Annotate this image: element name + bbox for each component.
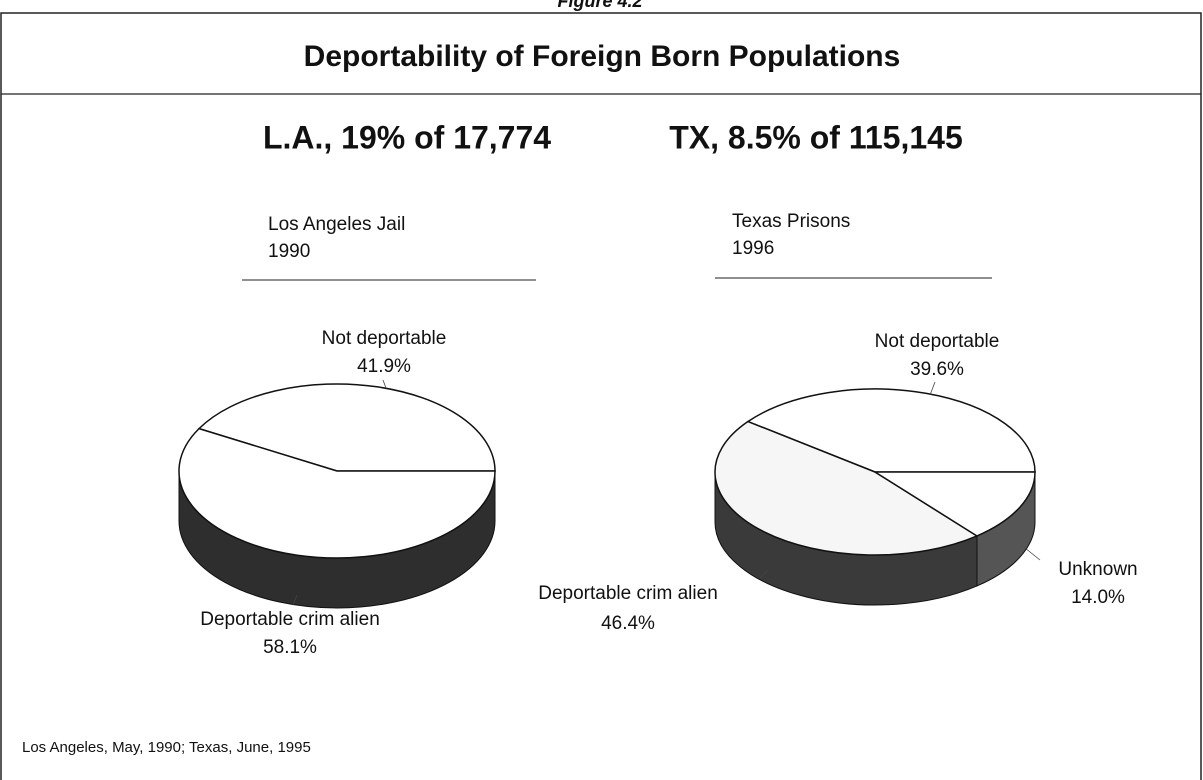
slice-value-label: 39.6% <box>910 359 964 380</box>
slice-label: Deportable crim alien <box>538 583 718 604</box>
pie-slice <box>872 471 1036 537</box>
pie-title: Texas Prisons <box>732 211 850 232</box>
pie-slice <box>178 427 496 559</box>
footnote: Los Angeles, May, 1990; Texas, June, 199… <box>22 739 311 756</box>
figure-label: Figure 4.2 <box>557 0 642 11</box>
slice-label: Deportable crim alien <box>200 609 380 630</box>
leader-line <box>292 594 298 606</box>
leader-line <box>382 379 387 389</box>
pie-slice <box>714 420 979 556</box>
pie-subtitle: 1990 <box>268 241 310 262</box>
leader-line <box>929 381 936 396</box>
leader-line <box>1024 547 1041 561</box>
slice-label: Not deportable <box>322 328 447 349</box>
leader-line <box>759 569 769 579</box>
slice-label: Not deportable <box>875 331 1000 352</box>
subtitle: L.A., 19% of 17,774 <box>263 119 551 155</box>
slice-value-label: 46.4% <box>601 613 655 634</box>
slice-value-label: 58.1% <box>263 637 317 658</box>
pie-slice <box>746 388 1036 473</box>
subtitle: TX, 8.5% of 115,145 <box>669 119 963 155</box>
pie-title: Los Angeles Jail <box>268 214 405 235</box>
slice-value-label: 14.0% <box>1071 587 1125 608</box>
pie-subtitle: 1996 <box>732 238 774 259</box>
frame <box>0 12 1202 780</box>
slice-value-label: 41.9% <box>357 356 411 377</box>
pie-slice <box>197 383 496 472</box>
slice-label: Unknown <box>1058 559 1137 580</box>
title: Deportability of Foreign Born Population… <box>304 40 901 73</box>
